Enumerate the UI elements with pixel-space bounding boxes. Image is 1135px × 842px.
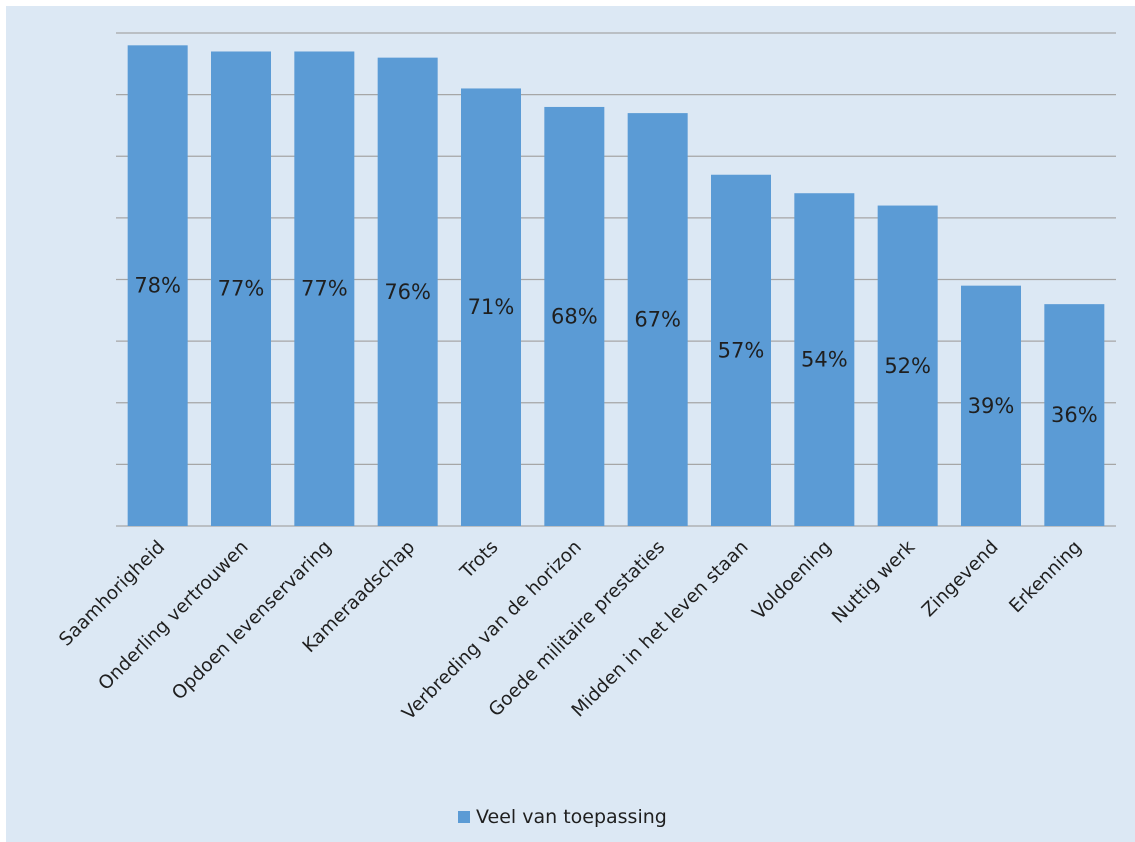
bar: [461, 88, 521, 527]
bar: [211, 51, 271, 527]
legend-label: Veel van toepassing: [476, 806, 667, 828]
bar: [794, 193, 855, 526]
data-label: 67%: [634, 308, 681, 332]
bar: [961, 285, 1021, 526]
bar: [544, 106, 605, 526]
gridlines: [116, 32, 1116, 527]
bar: [1044, 304, 1105, 526]
data-label: 57%: [718, 338, 765, 362]
data-label: 52%: [884, 354, 931, 378]
bar: [711, 174, 771, 527]
category-label: Verbreding van de horizon: [398, 537, 586, 725]
bar: [127, 45, 188, 526]
legend-swatch: [458, 811, 470, 823]
category-label: Onderling vertrouwen: [95, 537, 253, 695]
legend: Veel van toepassing: [458, 804, 667, 830]
data-label: 54%: [801, 348, 848, 372]
category-label: Goede militaire prestaties: [485, 537, 669, 721]
category-label: Voldoening: [749, 537, 836, 624]
bars: [127, 45, 1105, 527]
bar: [627, 113, 688, 527]
data-label: 68%: [551, 304, 598, 328]
data-label: 76%: [384, 280, 431, 304]
data-label: 78%: [134, 274, 181, 298]
category-label: Midden in het leven staan: [568, 537, 753, 722]
bar-chart: 78% 77% 77% 76% 71% 68% 67% 57% 54% 52% 39% 36% Saa…: [55, 32, 1116, 724]
data-label: 71%: [468, 295, 515, 319]
data-label: 36%: [1051, 403, 1098, 427]
category-label: Zingevend: [918, 537, 1002, 621]
data-label: 39%: [968, 394, 1015, 418]
chart-area: 78% 77% 77% 76% 71% 68% 67% 57% 54% 52% 39% 36% Saa…: [6, 6, 1135, 842]
category-label: Opdoen levenservaring: [168, 537, 336, 705]
data-label: 77%: [218, 277, 265, 301]
bar: [294, 51, 355, 527]
data-labels: 78% 77% 77% 76% 71% 68% 67% 57% 54% 52% 39% 36%: [134, 274, 1097, 427]
category-label: Trots: [456, 537, 503, 584]
category-label: Erkenning: [1005, 537, 1085, 617]
category-label: Nuttig werk: [828, 536, 919, 627]
data-label: 77%: [301, 277, 348, 301]
bar: [377, 57, 438, 527]
bar: [877, 205, 938, 527]
